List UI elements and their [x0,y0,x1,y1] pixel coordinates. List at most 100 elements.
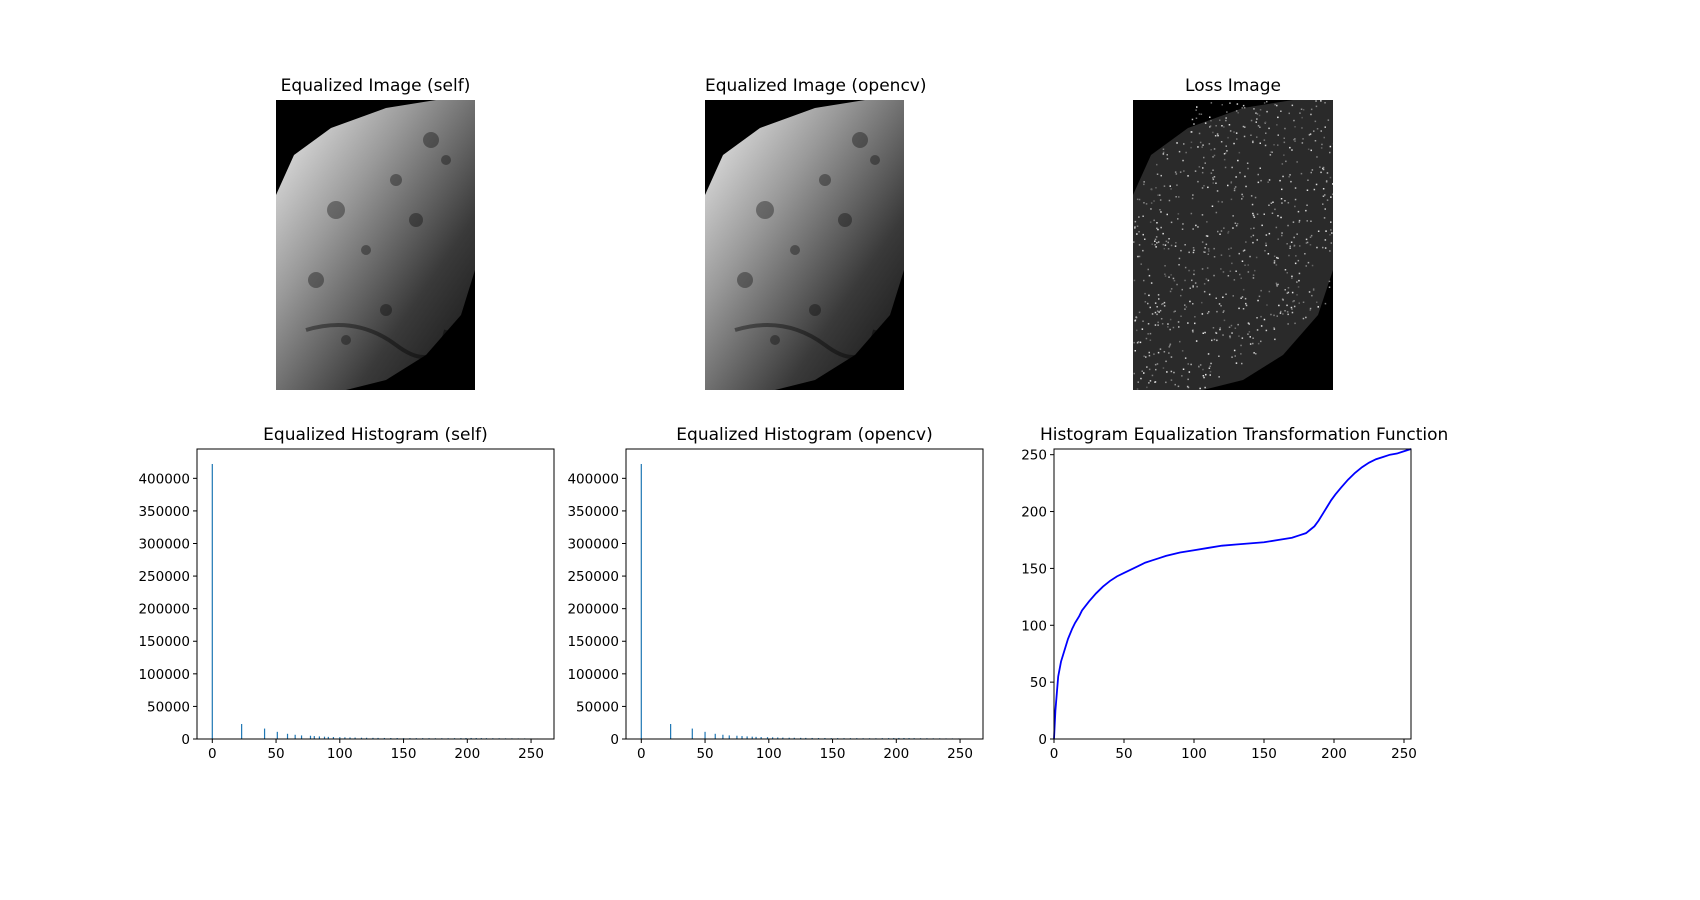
noise-pixel [1156,313,1158,316]
noise-pixel [1252,212,1254,215]
noise-pixel [1225,293,1227,295]
noise-pixel [1229,102,1231,104]
noise-pixel [1192,194,1194,196]
noise-pixel [1275,226,1278,229]
noise-pixel [1294,322,1296,325]
y-tick-label: 50000 [147,699,190,715]
noise-pixel [1215,211,1218,214]
noise-pixel [1168,352,1170,354]
noise-pixel [1189,287,1191,289]
noise-pixel [1145,203,1148,205]
noise-pixel [1196,285,1198,288]
noise-pixel [1209,125,1212,127]
noise-pixel [1233,187,1236,190]
noise-pixel [1169,343,1172,345]
noise-pixel [1287,202,1290,204]
noise-pixel [1170,221,1173,224]
noise-pixel [1218,355,1220,357]
noise-pixel [1315,183,1318,186]
noise-pixel [1316,128,1319,130]
noise-pixel [1307,261,1310,264]
noise-pixel [1253,216,1256,218]
noise-pixel [1202,144,1204,146]
noise-pixel [1212,327,1215,329]
noise-pixel [1159,199,1162,201]
noise-pixel [1292,300,1294,303]
noise-pixel [1173,279,1176,282]
noise-pixel [1193,269,1195,272]
noise-pixel [1217,134,1219,137]
histogram-bar [751,736,753,739]
noise-pixel [1240,297,1242,299]
histogram-bar [793,737,795,739]
noise-pixel [1276,104,1278,107]
noise-pixel [1191,279,1193,282]
noise-pixel [1204,331,1206,334]
crater [341,335,351,345]
noise-pixel [1308,134,1311,136]
noise-pixel [1231,332,1233,334]
noise-pixel [1178,326,1180,328]
noise-pixel [1133,341,1135,344]
noise-pixel [1215,297,1217,299]
noise-pixel [1162,303,1164,305]
noise-pixel [1157,351,1160,354]
noise-pixel [1248,323,1250,325]
noise-pixel [1330,229,1332,231]
noise-pixel [1280,110,1282,112]
noise-pixel [1247,167,1249,170]
noise-pixel [1156,227,1158,230]
noise-pixel [1232,227,1234,229]
noise-pixel [1281,188,1283,191]
noise-pixel [1277,257,1279,259]
histogram-bar [691,728,693,739]
noise-pixel [1241,260,1244,262]
noise-pixel [1270,313,1272,316]
noise-pixel [1162,153,1165,155]
noise-pixel [1192,285,1194,287]
noise-pixel [1170,244,1173,247]
noise-pixel [1144,292,1146,295]
noise-pixel [1136,198,1139,201]
noise-pixel [1252,141,1254,144]
noise-pixel [1256,118,1258,120]
noise-pixel [1284,310,1286,312]
noise-pixel [1256,213,1259,215]
noise-pixel [1325,181,1328,183]
noise-pixel [1147,268,1149,271]
noise-pixel [1309,244,1312,246]
noise-pixel [1184,308,1186,310]
noise-pixel [1220,254,1223,256]
noise-pixel [1203,185,1205,187]
noise-pixel [1148,354,1151,357]
noise-pixel [1324,102,1326,104]
noise-pixel [1154,302,1157,304]
y-tick-label: 50 [1030,675,1047,691]
y-tick-label: 250000 [138,569,190,585]
noise-pixel [1201,241,1204,243]
noise-pixel [1210,172,1213,174]
x-tick-label: 200 [883,746,909,762]
noise-pixel [1234,327,1237,329]
noise-pixel [1283,137,1285,139]
noise-pixel [1202,375,1205,377]
noise-pixel [1245,185,1247,188]
noise-pixel [1263,213,1265,215]
noise-pixel [1255,353,1257,355]
noise-pixel [1281,202,1283,204]
noise-pixel [1134,320,1136,322]
noise-pixel [1241,198,1243,200]
noise-pixel [1155,246,1157,248]
noise-pixel [1268,127,1270,130]
noise-pixel [1248,331,1251,333]
noise-pixel [1177,213,1180,215]
noise-pixel [1298,221,1300,223]
noise-pixel [1252,214,1255,217]
noise-pixel [1213,338,1216,341]
noise-pixel [1302,317,1305,320]
noise-pixel [1256,113,1259,115]
noise-pixel [1176,283,1178,286]
histogram-bar [327,736,329,739]
noise-pixel [1226,111,1228,113]
noise-pixel [1151,374,1154,377]
